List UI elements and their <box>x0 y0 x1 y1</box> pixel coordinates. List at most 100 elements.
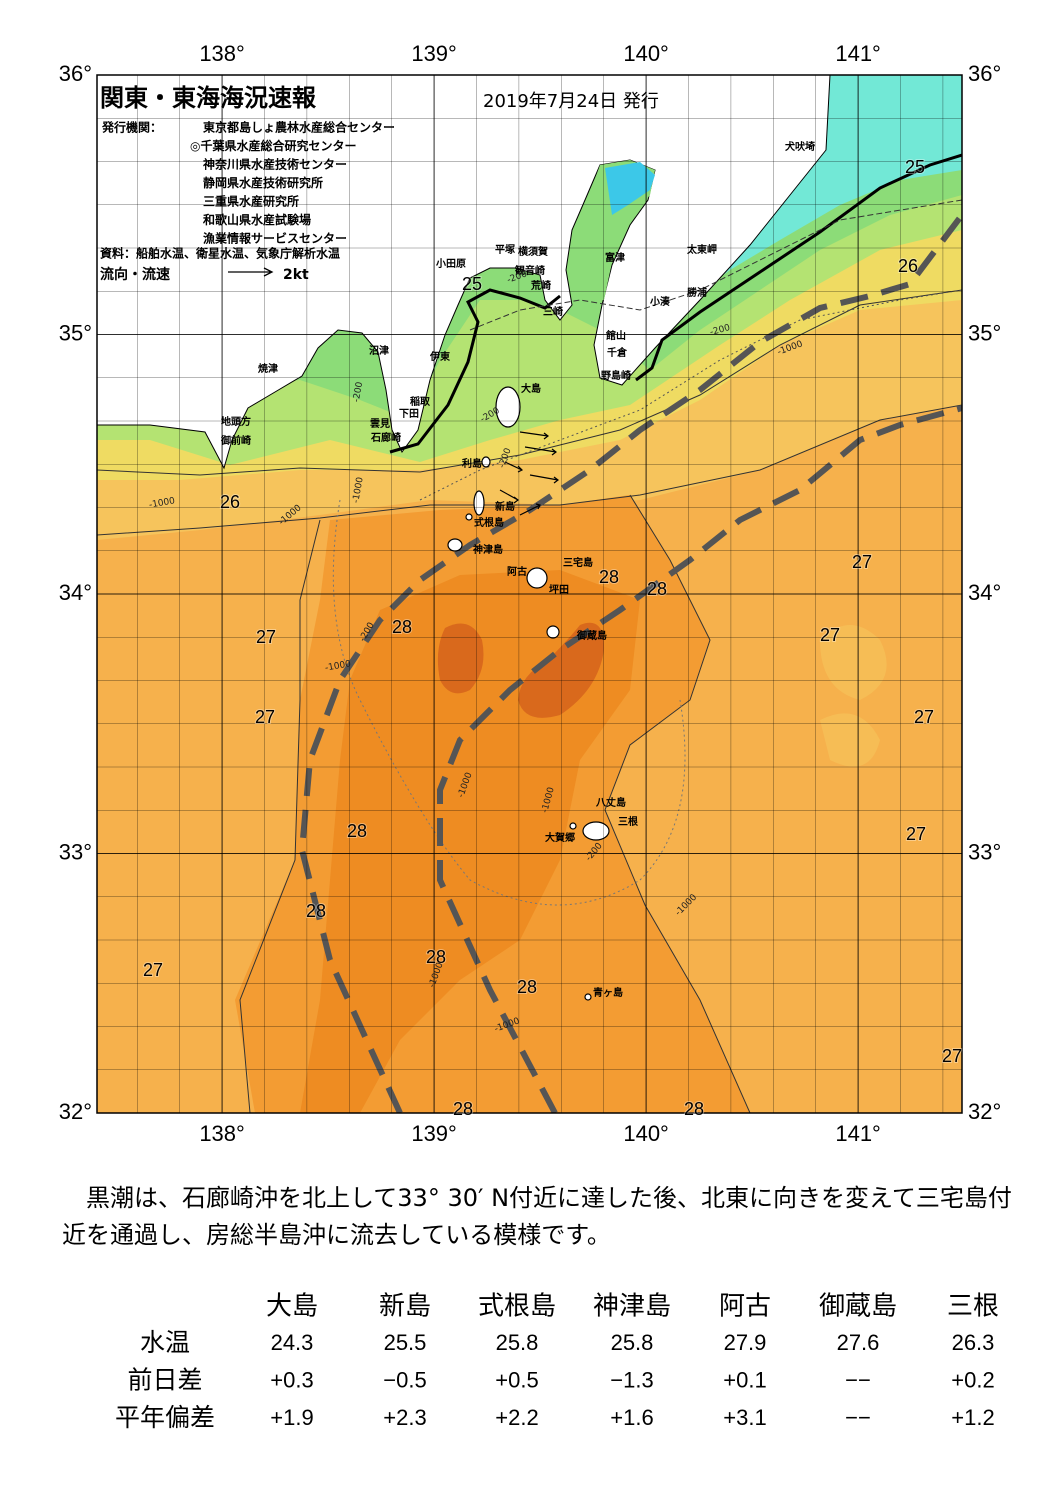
lat-tick-label: 33° <box>968 839 1001 864</box>
place-name: 稲取 <box>410 395 431 408</box>
place-name: 三根 <box>618 815 638 828</box>
contour-line <box>97 404 962 536</box>
table-column-header: 神津島 <box>593 1292 671 1322</box>
map-frame <box>96 74 963 1114</box>
isotherm-label: 28 <box>347 821 367 841</box>
table-column-header: 新島 <box>379 1292 431 1322</box>
place-name: 地頭方 <box>221 415 251 428</box>
lon-tick-label: 139° <box>411 41 457 66</box>
place-name: 三宅島 <box>563 556 593 569</box>
publisher: 三重県水産研究所 <box>203 194 299 209</box>
publisher: 東京都島しょ農林水産総合センター <box>203 120 395 135</box>
depth-label: -200 <box>352 381 365 403</box>
lat-tick-label: 33° <box>59 839 92 864</box>
current-arrows <box>499 431 559 516</box>
isotherm-label: 28 <box>647 579 667 599</box>
isotherm-label: 26 <box>898 256 918 276</box>
island <box>447 538 463 552</box>
place-name: 新島 <box>495 500 515 513</box>
table-cell: +2.3 <box>383 1405 426 1430</box>
island <box>481 456 491 468</box>
place-name: 式根島 <box>474 516 504 529</box>
isotherm-label: 27 <box>906 824 926 844</box>
isotherm-label: 27 <box>256 627 276 647</box>
island <box>546 625 560 639</box>
place-name: 小湊 <box>649 295 671 308</box>
depth-label: -1000 <box>324 659 352 673</box>
table-cell: +2.2 <box>495 1405 538 1430</box>
current-arrow <box>499 489 519 504</box>
table-column-header: 大島 <box>266 1292 318 1322</box>
table-cell: +1.2 <box>951 1405 994 1430</box>
publisher: 神奈川県水産技術センター <box>203 157 347 172</box>
isotherm-label: 27 <box>942 1046 962 1066</box>
place-name: 利島 <box>462 457 482 470</box>
island <box>473 490 485 516</box>
issue-date: 2019年7月24日 発行 <box>483 91 659 112</box>
isotherm-label: 28 <box>306 901 326 921</box>
map-body <box>97 75 962 1113</box>
depth-label: -1000 <box>351 476 365 504</box>
depth-contour <box>332 499 686 906</box>
lat-tick-label: 35° <box>59 320 92 345</box>
lon-tick-label: 138° <box>199 41 245 66</box>
table-cell: 27.6 <box>837 1330 880 1355</box>
sea-cool-patch <box>820 713 880 767</box>
sea-cool-patch <box>820 625 887 700</box>
table-cell: 25.8 <box>496 1330 539 1355</box>
isotherm-label: 25 <box>905 157 925 177</box>
publisher: 漁業情報サービスセンター <box>203 231 347 246</box>
isotherm-label: 27 <box>255 707 275 727</box>
table-column-header: 阿古 <box>719 1292 771 1322</box>
place-name: 大島 <box>521 382 541 395</box>
isotherm-label: 28 <box>426 947 446 967</box>
place-name: 伊東 <box>429 350 450 363</box>
legend-arrow <box>228 267 274 277</box>
isotherm-line <box>635 153 962 382</box>
island <box>582 821 610 841</box>
tokyo-bay-inner <box>605 162 655 215</box>
place-name: 石廊崎 <box>370 431 401 444</box>
place-name: 犬吠埼 <box>785 140 815 153</box>
isotherm-label: 27 <box>914 707 934 727</box>
place-name: 富津 <box>605 251 625 264</box>
contour-line <box>239 519 321 1113</box>
table-cell: +0.2 <box>951 1367 994 1392</box>
current-arrow <box>519 431 549 440</box>
isotherm-label: 25 <box>462 274 482 294</box>
lon-tick-label: 140° <box>623 1121 669 1146</box>
place-name: 沼津 <box>369 344 389 357</box>
lon-tick-label: 140° <box>623 41 669 66</box>
place-name: 小田原 <box>435 257 466 270</box>
place-name: 坪田 <box>549 583 569 596</box>
place-name: 御前崎 <box>220 434 251 447</box>
sea-warm-patch <box>518 622 605 718</box>
place-name: 野島崎 <box>601 369 631 382</box>
table-cell: −0.5 <box>383 1367 426 1392</box>
table-column-header: 三根 <box>947 1292 999 1322</box>
map-title: 関東・東海海況速報 <box>100 84 317 112</box>
depth-label: -1000 <box>148 496 176 510</box>
place-name: 観音崎 <box>515 264 545 277</box>
depth-contour <box>469 199 962 331</box>
table-cell: +0.3 <box>270 1367 313 1392</box>
table-cell: +0.1 <box>723 1367 766 1392</box>
place-name: 御蔵島 <box>576 629 607 642</box>
place-name: 平塚 <box>495 243 515 256</box>
table-cell: +1.9 <box>270 1405 313 1430</box>
legend-scale: 2kt <box>283 267 309 283</box>
kuroshio-axis <box>437 405 962 1113</box>
isotherm-label: 28 <box>599 567 619 587</box>
sea-warm-patch <box>437 623 484 694</box>
place-name: 太東岬 <box>686 243 717 256</box>
table-cell: −− <box>845 1405 871 1430</box>
isotherm-label: 27 <box>143 960 163 980</box>
table-column-header: 御蔵島 <box>819 1292 897 1322</box>
lon-tick-label: 138° <box>199 1121 245 1146</box>
depth-contour <box>419 289 962 501</box>
publisher: 静岡県水産技術研究所 <box>203 175 323 190</box>
place-name: 下田 <box>399 408 419 420</box>
contour-line <box>604 494 751 1113</box>
